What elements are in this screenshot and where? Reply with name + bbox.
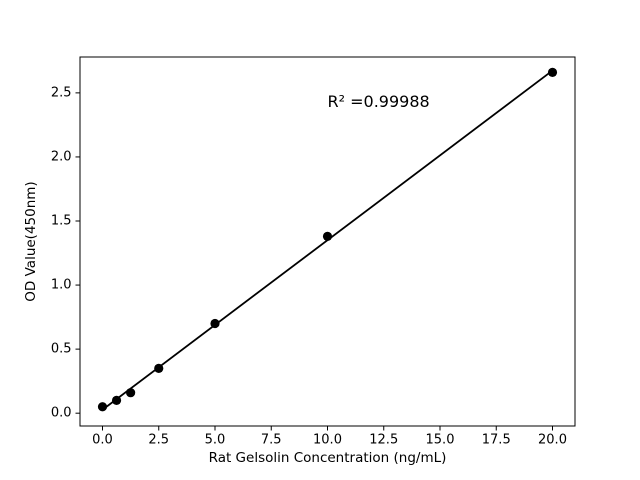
x-tick-label: 15.0 [426, 432, 455, 447]
y-tick-label: 1.5 [51, 214, 72, 229]
data-point [322, 231, 333, 241]
data-point [210, 318, 220, 329]
y-tick-label: 2.5 [51, 85, 72, 100]
plot-border [79, 56, 576, 427]
y-tick-label: 2.0 [51, 149, 72, 164]
y-axis-label: OD Value(450nm) [23, 181, 39, 301]
x-tick-label: 2.5 [148, 432, 169, 447]
x-tick-label: 17.5 [482, 432, 511, 447]
y-tick-label: 0.5 [51, 342, 72, 357]
x-tick-label: 7.5 [261, 432, 282, 447]
x-tick-label: 0.0 [92, 432, 113, 447]
data-point [111, 395, 122, 405]
data-point [547, 67, 558, 77]
r-squared-annotation: R² =0.99988 [328, 92, 430, 111]
data-point [97, 402, 108, 412]
y-tick-label: 1.0 [51, 278, 72, 293]
data-point [126, 388, 136, 398]
x-tick-label: 5.0 [205, 432, 226, 447]
data-point [154, 363, 164, 373]
x-tick-label: 20.0 [538, 432, 567, 447]
x-tick-label: 12.5 [369, 432, 398, 447]
x-tick-label: 10.0 [313, 432, 342, 447]
x-axis-label: Rat Gelsolin Concentration (ng/mL) [209, 450, 447, 466]
y-tick-label: 0.0 [51, 406, 72, 421]
